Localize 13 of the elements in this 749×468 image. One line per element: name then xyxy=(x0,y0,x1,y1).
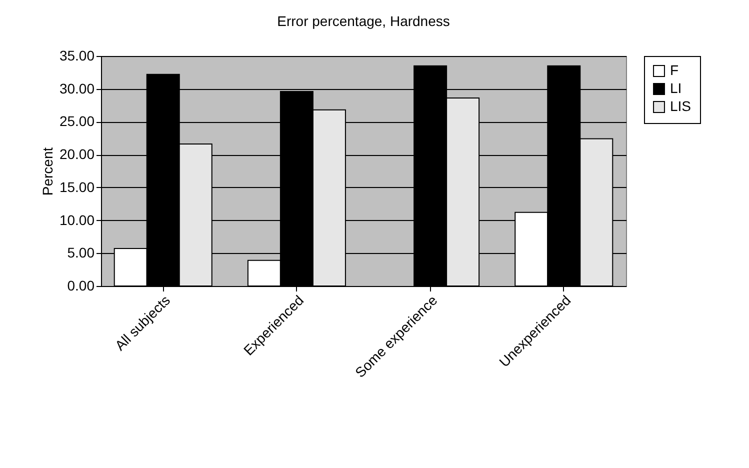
y-tick-label: 5.00 xyxy=(67,244,95,261)
legend-label: F xyxy=(670,62,679,78)
y-tick-label: 25.00 xyxy=(59,113,95,130)
chart-title: Error percentage, Hardness xyxy=(277,13,450,29)
y-tick-label: 30.00 xyxy=(59,80,95,96)
y-tick-label: 0.00 xyxy=(67,278,95,294)
y-tick-label: 15.00 xyxy=(59,178,95,195)
y-tick-label: 20.00 xyxy=(59,146,95,162)
legend-label: LIS xyxy=(670,98,692,114)
y-tick-label: 10.00 xyxy=(59,212,95,228)
y-tick-label: 35.00 xyxy=(59,48,95,64)
legend-label: LI xyxy=(670,80,682,96)
y-axis-title: Percent xyxy=(39,147,56,196)
